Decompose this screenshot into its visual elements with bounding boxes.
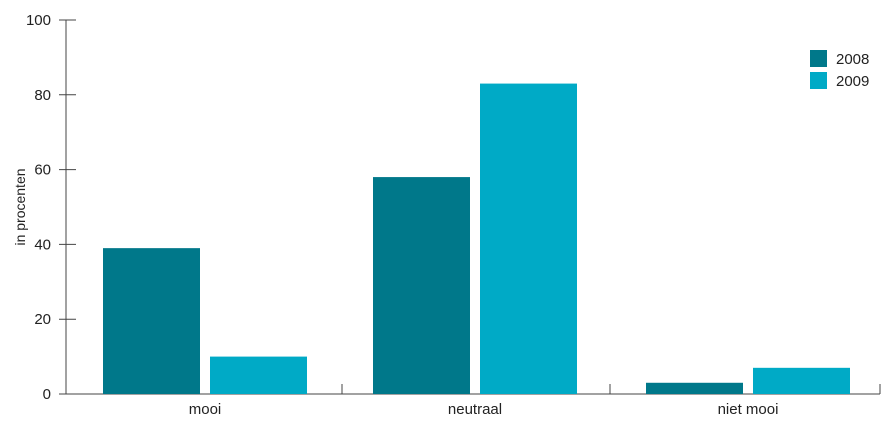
bar-2009-mooi (210, 356, 307, 394)
y-axis-title: in procenten (12, 168, 28, 245)
legend-label: 2009 (836, 73, 869, 90)
category-labels: mooi neutraal niet mooi (189, 401, 779, 418)
x-axis (66, 384, 881, 395)
bar-2008-mooi (103, 248, 200, 394)
bar-2008-niet-mooi (646, 382, 743, 394)
legend-swatch (810, 50, 827, 67)
y-tick-label: 100 (26, 12, 51, 29)
y-tick-label: 20 (34, 311, 51, 328)
x-category-label: neutraal (448, 401, 502, 418)
bar-2008-neutraal (373, 177, 470, 394)
bar-2009-niet-mooi (753, 367, 850, 394)
x-category-label: niet mooi (718, 401, 779, 418)
x-category-label: mooi (189, 401, 222, 418)
y-tick-label: 80 (34, 87, 51, 104)
y-tick-label: 60 (34, 162, 51, 179)
y-axis: 0 20 40 60 80 100 (26, 12, 76, 403)
legend: 2008 2009 (810, 50, 869, 90)
y-tick-label: 40 (34, 236, 51, 253)
bar-2009-neutraal (480, 83, 577, 394)
legend-label: 2008 (836, 51, 869, 68)
bars (103, 83, 850, 394)
legend-swatch (810, 72, 827, 89)
y-tick-label: 0 (43, 386, 51, 403)
